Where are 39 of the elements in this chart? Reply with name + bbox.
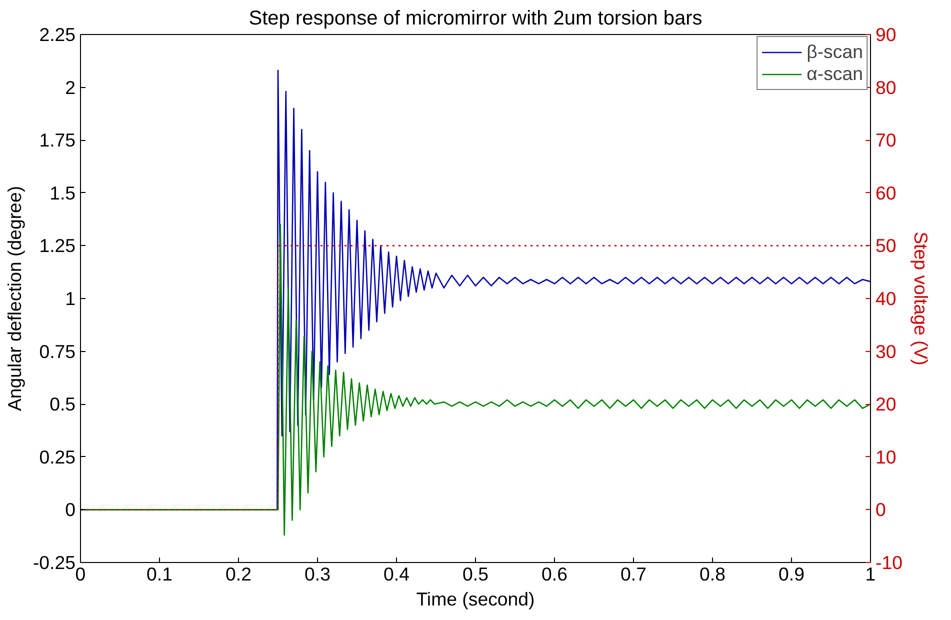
chart-title: Step response of micromirror with 2um torsion bars <box>248 8 702 30</box>
x-tick-label: 0.5 <box>462 564 488 584</box>
y-tick-label: 0.75 <box>39 340 76 362</box>
y-tick-label: 2.25 <box>39 24 76 45</box>
legend-label: α-scan <box>806 63 863 85</box>
x-tick-label: 0.2 <box>226 564 252 584</box>
y2-tick-label: 0 <box>876 499 886 520</box>
y2-tick-label: 10 <box>876 446 896 468</box>
y2-tick-label: -10 <box>876 552 902 573</box>
x-tick-label: 0.7 <box>620 564 646 584</box>
y2-tick-label: 80 <box>876 76 896 98</box>
x-axis-title: Time (second) <box>416 588 535 610</box>
y-tick-label: 0.25 <box>39 446 76 468</box>
y2-tick-label: 40 <box>876 288 896 309</box>
x-tick-label: 0.8 <box>700 564 726 584</box>
y-tick-label: 1 <box>65 288 76 309</box>
x-tick-label: 1 <box>865 564 876 584</box>
y2-tick-label: 90 <box>876 24 896 45</box>
x-tick-label: 0.3 <box>304 564 330 584</box>
y2-tick-label: 60 <box>876 182 896 204</box>
y-tick-label: -0.25 <box>32 552 76 573</box>
y-axis-title: Angular deflection (degree) <box>4 186 25 412</box>
x-tick-label: 0.1 <box>146 564 172 584</box>
x-tick-label: 0.4 <box>384 564 410 584</box>
y-tick-label: 0 <box>65 499 76 520</box>
y2-tick-label: 70 <box>876 130 896 151</box>
line-series <box>80 224 870 536</box>
y-tick-label: 2 <box>65 76 76 98</box>
x-tick-label: 0.9 <box>778 564 804 584</box>
y-tick-label: 0.5 <box>50 394 76 415</box>
y-tick-label: 1.25 <box>39 235 76 256</box>
y-tick-label: 1.75 <box>39 130 76 151</box>
y2-tick-label: 20 <box>876 394 896 415</box>
x-tick-label: 0.6 <box>542 564 568 584</box>
y2-tick-label: 30 <box>876 340 896 362</box>
y-tick-label: 1.5 <box>50 182 76 204</box>
y2-tick-label: 50 <box>876 235 896 256</box>
legend-label: β-scan <box>806 41 863 63</box>
y2-axis-title: Step voltage (V) <box>910 232 932 366</box>
